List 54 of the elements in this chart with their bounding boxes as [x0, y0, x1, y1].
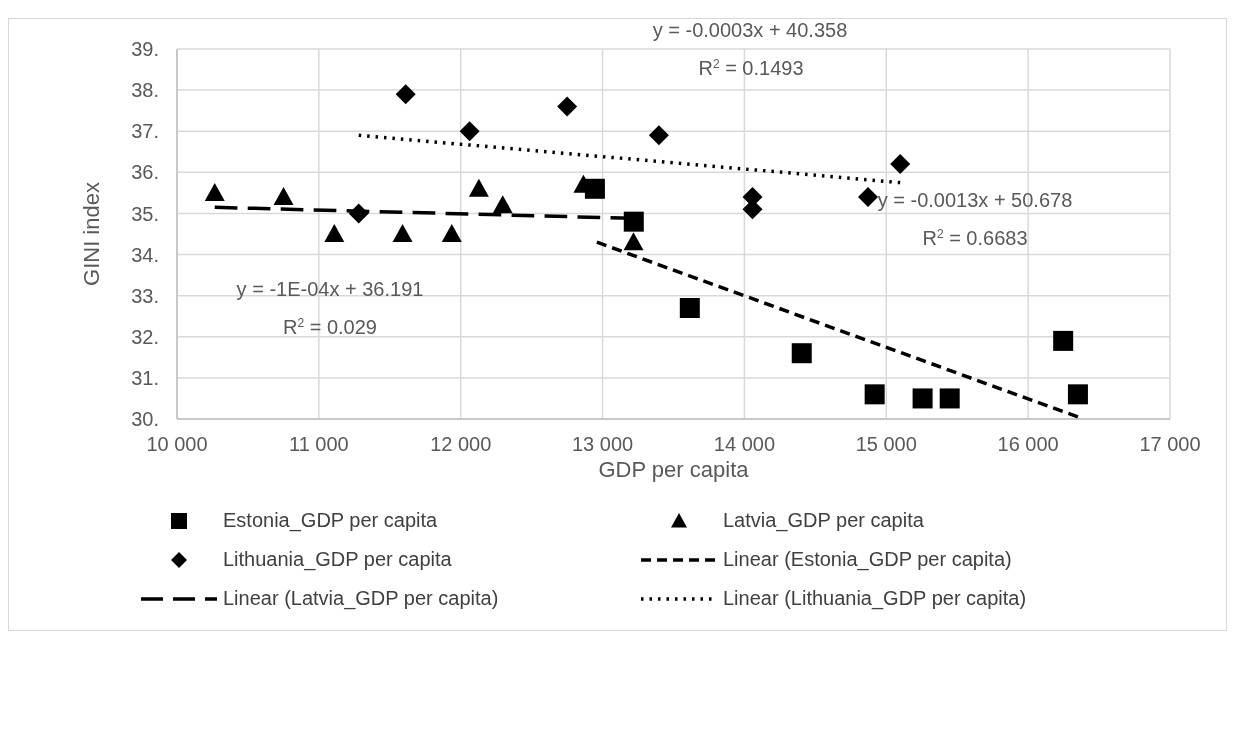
point — [623, 211, 644, 232]
y-tick-label: 30. — [131, 408, 159, 431]
x-tick-label: 15 000 — [855, 433, 917, 456]
y-tick-label: 39. — [131, 38, 159, 61]
annotation: R$^{2}$ = 0.029 — [283, 316, 377, 338]
point — [1053, 330, 1074, 351]
y-tick-label: 36. — [131, 161, 159, 184]
x-tick-label: 12 000 — [430, 433, 492, 456]
point — [857, 187, 878, 207]
point — [648, 125, 669, 146]
x-tick-label: 17 000 — [1139, 433, 1201, 456]
y-tick-label: 33. — [131, 284, 159, 307]
legend-label: Lithuania_GDP per capita — [223, 548, 452, 571]
y-tick-label: 32. — [131, 325, 159, 348]
point — [324, 224, 345, 242]
x-tick-label: 11 000 — [289, 433, 349, 456]
point — [939, 388, 960, 409]
point — [441, 224, 462, 242]
point — [204, 182, 225, 201]
point — [791, 343, 812, 364]
legend-label: Linear (Latvia_GDP per capita) — [223, 587, 499, 610]
x-tick-label: 10 000 — [146, 433, 208, 456]
point — [557, 96, 578, 117]
y-tick-label: 34. — [131, 243, 159, 266]
annotation: R$^{2}$ = 0.1493 — [698, 57, 804, 79]
legend-label: Linear (Lithuania_GDP per capita) — [723, 587, 1027, 610]
point — [623, 232, 644, 251]
y-tick-label: 38. — [131, 79, 159, 102]
y-tick-label: 37. — [131, 120, 159, 143]
y-tick-label: 35. — [131, 202, 159, 225]
point — [273, 187, 294, 205]
text: y = -0.0003x + 40.358 — [652, 19, 848, 41]
annotation: y = -1E-04x + 36.191 — [236, 278, 424, 300]
annotation: R$^{2}$ = 0.6683 — [922, 227, 1028, 249]
legend-label: Estonia_GDP per capita — [223, 509, 438, 532]
point — [864, 384, 885, 405]
y-axis-title: GINI index — [79, 182, 104, 286]
y-tick-label: 31. — [131, 366, 159, 389]
point — [890, 154, 911, 175]
point — [392, 224, 413, 242]
legend-label: Linear (Estonia_GDP per capita) — [723, 548, 1012, 571]
point — [1067, 384, 1088, 405]
point — [459, 121, 480, 142]
x-axis-title: GDP per capita — [598, 457, 750, 482]
legend-label: Latvia_GDP per capita — [723, 509, 924, 532]
x-tick-label: 14 000 — [713, 433, 776, 456]
point — [468, 178, 489, 197]
point — [395, 84, 416, 105]
annotation: y = -0.0013x + 50.678 — [877, 189, 1073, 211]
x-tick-label: 16 000 — [997, 433, 1059, 456]
x-tick-label: 13 000 — [571, 433, 634, 456]
point — [912, 388, 933, 409]
point — [492, 195, 513, 214]
point — [679, 298, 700, 318]
